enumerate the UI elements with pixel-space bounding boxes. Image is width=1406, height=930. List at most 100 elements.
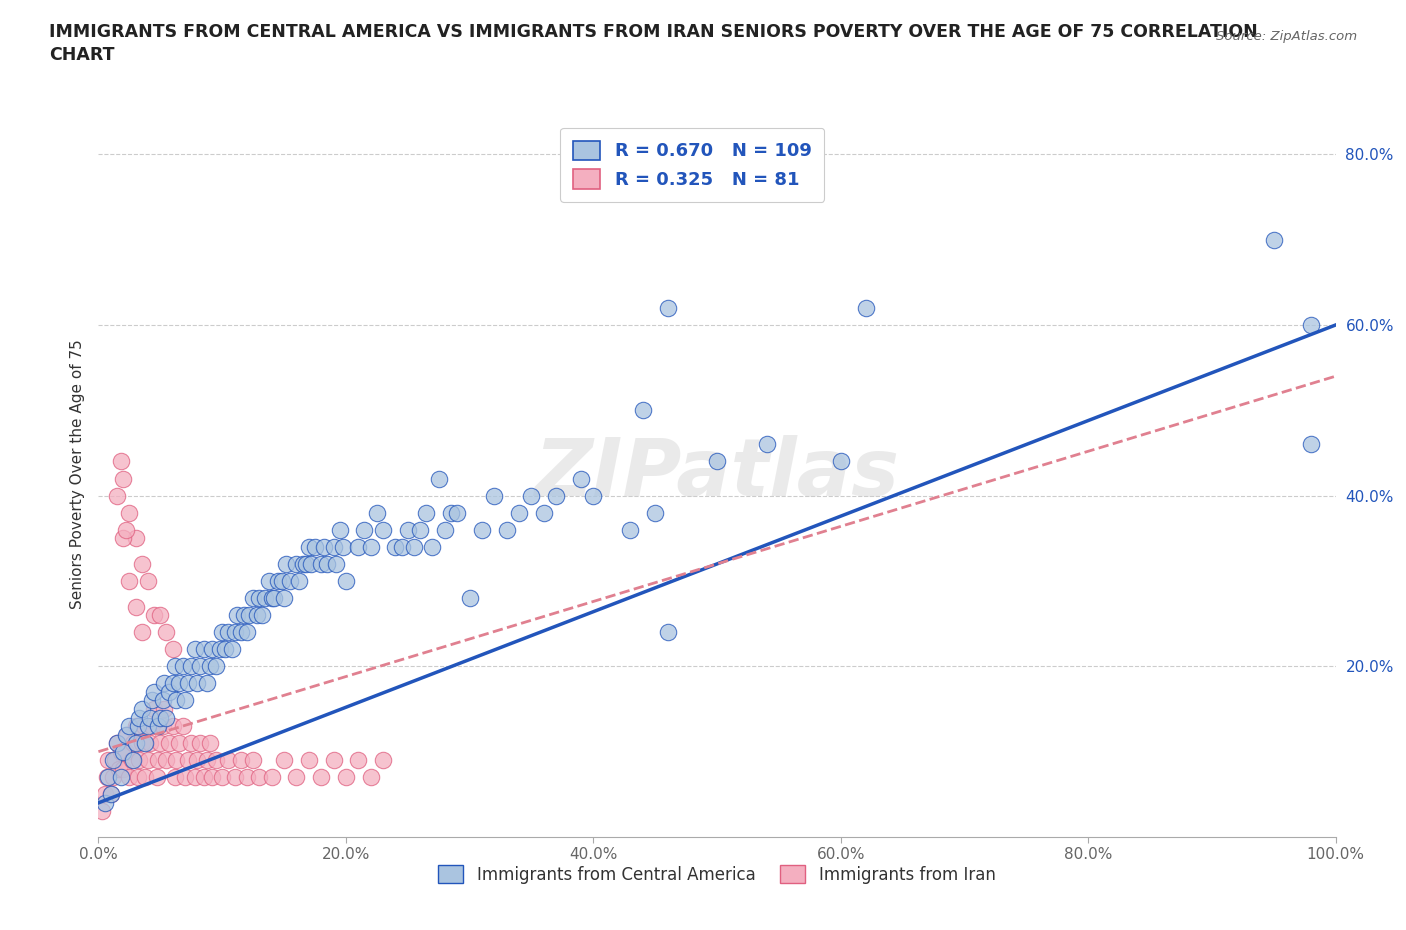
Point: [97, 752, 120, 767]
Text: IMMIGRANTS FROM CENTRAL AMERICA VS IMMIGRANTS FROM IRAN SENIORS POVERTY OVER THE: IMMIGRANTS FROM CENTRAL AMERICA VS IMMIG…: [49, 23, 1258, 41]
Point: [458, 591, 481, 605]
Point: [115, 727, 138, 742]
Point: [484, 488, 506, 503]
Point: [706, 454, 728, 469]
Point: [127, 770, 149, 785]
Point: [124, 531, 146, 546]
Point: [165, 693, 187, 708]
Point: [174, 693, 197, 708]
Point: [100, 787, 122, 802]
Point: [186, 752, 208, 767]
Point: [162, 642, 184, 657]
Point: [508, 505, 530, 520]
Point: [260, 591, 283, 605]
Point: [298, 539, 321, 554]
Point: [180, 658, 202, 673]
Point: [1263, 232, 1285, 247]
Point: [657, 625, 679, 640]
Point: [124, 599, 146, 614]
Text: CHART: CHART: [49, 46, 115, 64]
Point: [278, 574, 301, 589]
Point: [155, 752, 177, 767]
Point: [309, 770, 332, 785]
Point: [285, 770, 308, 785]
Point: [201, 642, 224, 657]
Point: [402, 539, 425, 554]
Point: [304, 539, 326, 554]
Point: [167, 676, 190, 691]
Point: [195, 676, 218, 691]
Point: [322, 539, 344, 554]
Point: [246, 607, 269, 622]
Point: [495, 523, 517, 538]
Point: [153, 676, 176, 691]
Point: [122, 752, 145, 767]
Point: [198, 658, 221, 673]
Point: [122, 736, 145, 751]
Point: [332, 539, 354, 554]
Point: [149, 607, 172, 622]
Point: [391, 539, 413, 554]
Point: [409, 523, 432, 538]
Point: [270, 574, 292, 589]
Point: [335, 574, 357, 589]
Point: [1299, 437, 1322, 452]
Point: [288, 574, 311, 589]
Point: [186, 676, 208, 691]
Point: [247, 591, 270, 605]
Point: [114, 727, 136, 742]
Point: [188, 736, 211, 751]
Point: [128, 711, 150, 725]
Point: [208, 642, 231, 657]
Point: [433, 523, 456, 538]
Point: [217, 625, 239, 640]
Point: [146, 719, 169, 734]
Point: [242, 591, 264, 605]
Point: [205, 752, 228, 767]
Point: [153, 701, 176, 716]
Point: [155, 625, 177, 640]
Point: [149, 736, 172, 751]
Point: [371, 752, 394, 767]
Point: [247, 770, 270, 785]
Point: [236, 770, 259, 785]
Point: [335, 770, 357, 785]
Point: [263, 591, 285, 605]
Point: [112, 472, 135, 486]
Point: [422, 539, 444, 554]
Point: [205, 658, 228, 673]
Point: [366, 505, 388, 520]
Point: [224, 625, 246, 640]
Point: [118, 770, 141, 785]
Point: [162, 676, 184, 691]
Point: [103, 752, 125, 767]
Point: [285, 556, 308, 571]
Point: [273, 591, 295, 605]
Point: [184, 642, 207, 657]
Point: [229, 625, 252, 640]
Point: [619, 523, 641, 538]
Point: [260, 770, 283, 785]
Point: [329, 523, 352, 538]
Point: [110, 744, 132, 759]
Point: [193, 642, 215, 657]
Point: [118, 574, 141, 589]
Point: [221, 642, 243, 657]
Point: [114, 523, 136, 538]
Point: [110, 770, 132, 785]
Point: [121, 752, 143, 767]
Point: [198, 736, 221, 751]
Point: [229, 752, 252, 767]
Point: [533, 505, 555, 520]
Point: [201, 770, 224, 785]
Point: [427, 472, 450, 486]
Point: [103, 752, 125, 767]
Point: [257, 574, 280, 589]
Point: [105, 736, 128, 751]
Point: [143, 607, 166, 622]
Point: [105, 736, 128, 751]
Point: [131, 701, 153, 716]
Point: [360, 539, 382, 554]
Point: [149, 711, 172, 725]
Point: [242, 752, 264, 767]
